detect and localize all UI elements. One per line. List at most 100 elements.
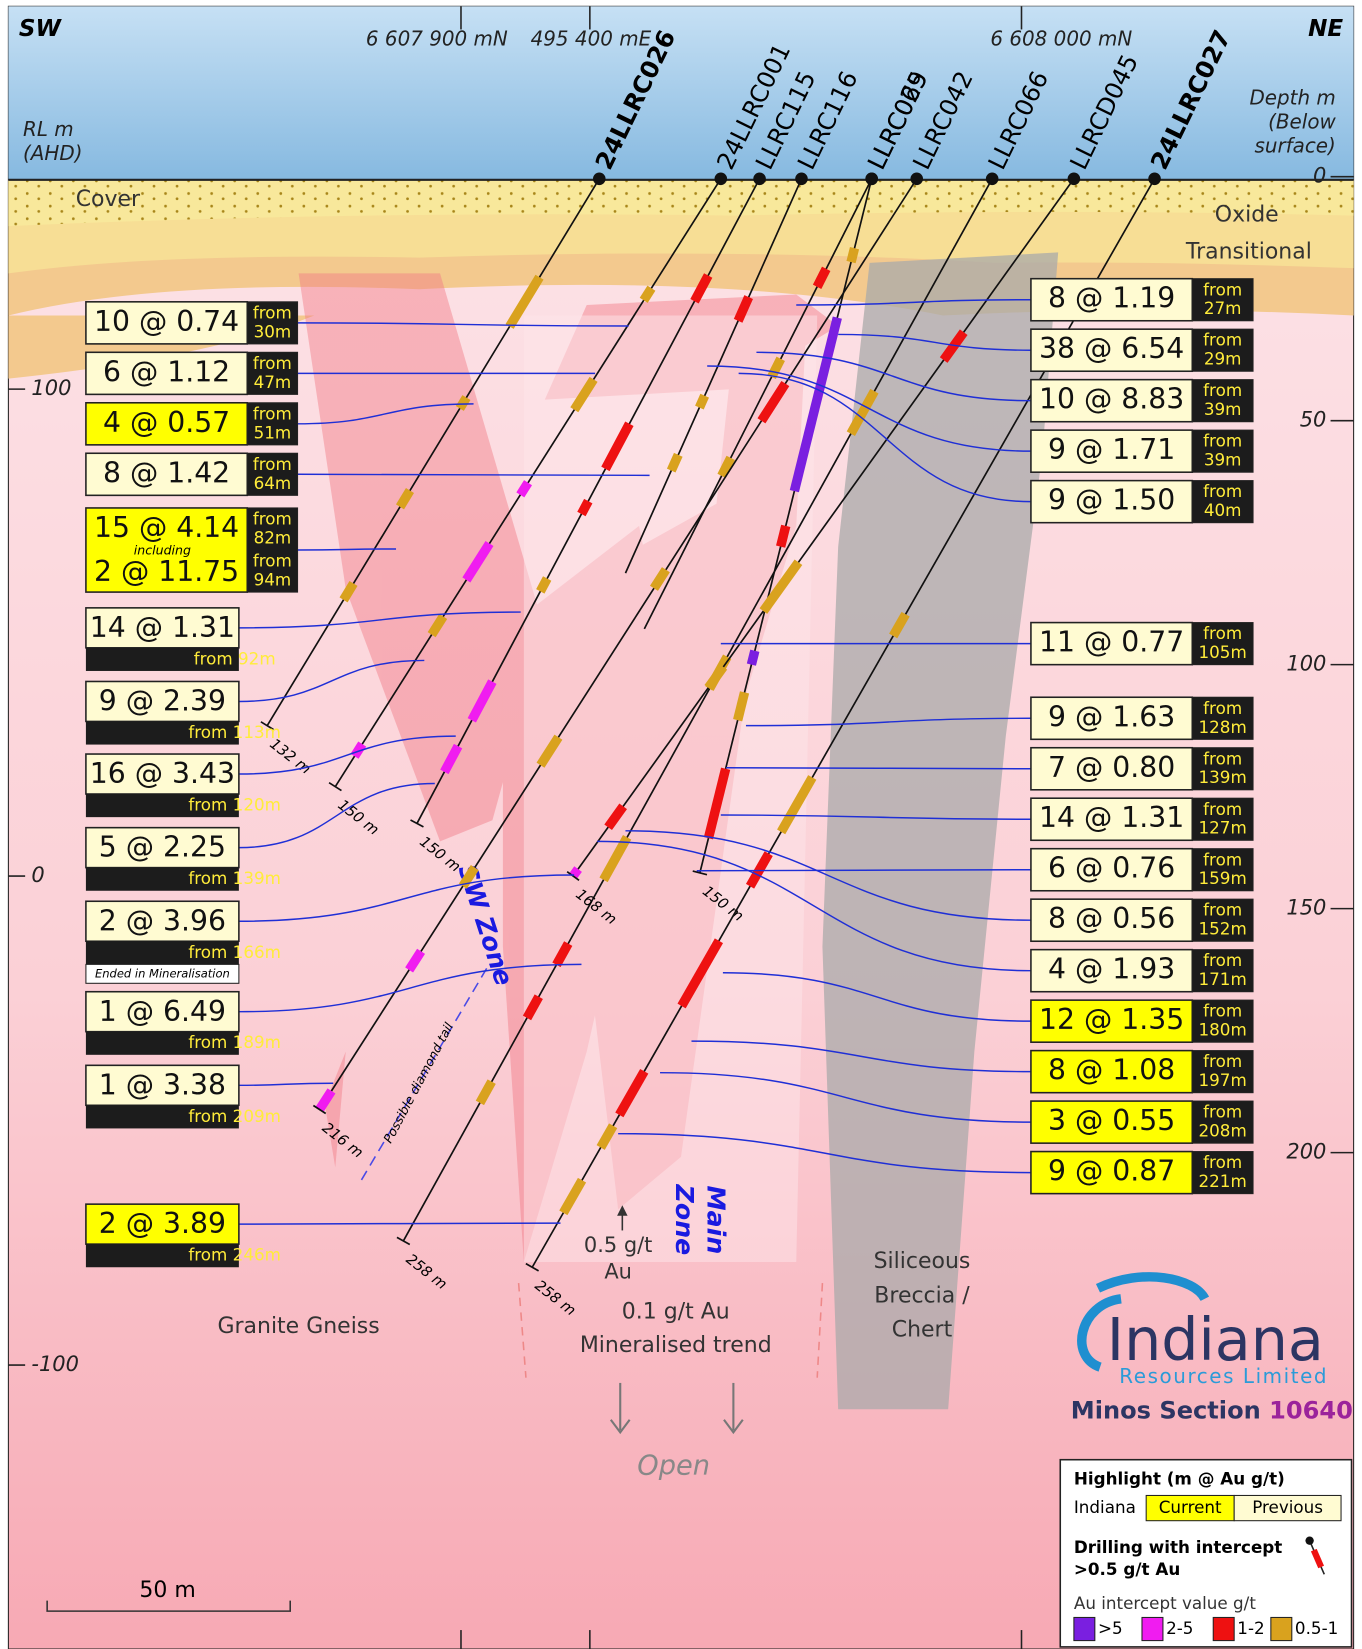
logo-name: Indiana bbox=[1107, 1305, 1324, 1374]
label-box bbox=[85, 990, 240, 1033]
from-box bbox=[246, 351, 299, 395]
intercept-value: 8 @ 0.56 bbox=[1048, 902, 1175, 935]
label-box bbox=[85, 900, 240, 943]
from-word: from bbox=[1203, 1051, 1242, 1071]
border-ticks bbox=[460, 6, 1023, 1649]
intercept bbox=[395, 488, 414, 510]
from-word: from bbox=[253, 551, 292, 571]
from-depth: 94m bbox=[254, 569, 292, 589]
hole-end bbox=[525, 1262, 540, 1272]
from-depth: 82m bbox=[254, 527, 292, 547]
intercept bbox=[703, 767, 731, 840]
from-depth: 208m bbox=[1199, 1121, 1247, 1141]
intercept bbox=[559, 1177, 587, 1216]
from-depth: 40m bbox=[1204, 500, 1242, 520]
from-depth: 152m bbox=[1199, 919, 1247, 939]
from-text: from 139m bbox=[188, 868, 281, 888]
swatch bbox=[1073, 1616, 1096, 1642]
connector bbox=[696, 868, 1031, 872]
from-strip bbox=[85, 721, 239, 745]
from-depth: 113m bbox=[233, 722, 281, 742]
from-word: from bbox=[1203, 849, 1242, 869]
rl-label: (AHD) bbox=[23, 141, 82, 165]
legend-drilling: >0.5 g/t Au bbox=[1074, 1559, 1180, 1579]
intercept bbox=[522, 994, 543, 1021]
from-depth: 30m bbox=[254, 321, 292, 341]
legend-drilling: Drilling with intercept bbox=[1074, 1537, 1282, 1557]
connector bbox=[238, 874, 575, 922]
legend-scale-title: Au intercept value g/t bbox=[1074, 1593, 1256, 1613]
legend: Highlight (m @ Au g/t) Indiana Current P… bbox=[1059, 1458, 1353, 1648]
from-box bbox=[1191, 480, 1254, 524]
diamond-tail bbox=[360, 967, 488, 1181]
label-box bbox=[1030, 328, 1194, 373]
from-depth: 51m bbox=[254, 422, 292, 442]
legend-class: >5 bbox=[1098, 1618, 1123, 1638]
from-depth: 189m bbox=[233, 1032, 281, 1052]
label-box bbox=[1030, 378, 1194, 423]
from-box bbox=[1191, 1050, 1254, 1094]
main-zone-label: Zone bbox=[670, 1184, 699, 1256]
from-word: from bbox=[1203, 1102, 1242, 1122]
drillhole bbox=[643, 178, 873, 630]
connector bbox=[238, 659, 425, 703]
intercept bbox=[639, 285, 656, 303]
intercept bbox=[776, 524, 791, 548]
collar bbox=[1067, 172, 1081, 186]
trend-label: 0.1 g/t Au bbox=[622, 1299, 730, 1324]
section-name: Minos Section bbox=[1071, 1396, 1261, 1424]
connector bbox=[707, 365, 1031, 452]
note: Ended in Mineralisation bbox=[95, 966, 230, 980]
intercept-value: 8 @ 1.42 bbox=[103, 456, 230, 489]
intercept bbox=[733, 295, 753, 323]
swatch bbox=[1141, 1616, 1164, 1642]
label-box bbox=[1030, 1150, 1194, 1195]
from-word: from bbox=[1203, 698, 1242, 718]
depth-label: (Below bbox=[1268, 110, 1336, 134]
from-word: from bbox=[1203, 1152, 1242, 1172]
intercept-value: 4 @ 1.93 bbox=[1048, 953, 1175, 986]
depth-label: surface) bbox=[1254, 134, 1335, 158]
intercept bbox=[552, 941, 573, 968]
intercept bbox=[650, 567, 670, 591]
from-box bbox=[1191, 747, 1254, 791]
swatch bbox=[1212, 1616, 1235, 1642]
arrow-head bbox=[617, 1205, 628, 1216]
label-box bbox=[85, 1064, 240, 1107]
connector bbox=[838, 333, 1031, 351]
intercept bbox=[462, 540, 494, 583]
depth-tick-label: 50 bbox=[1300, 408, 1327, 432]
from-depth: 221m bbox=[1199, 1171, 1247, 1191]
from-word: from bbox=[1203, 481, 1242, 501]
intercept bbox=[812, 266, 831, 289]
from-strip bbox=[85, 1244, 239, 1268]
label-box bbox=[85, 753, 240, 795]
intercept-value: 9 @ 2.39 bbox=[99, 684, 226, 717]
intercept bbox=[695, 393, 709, 410]
hole-end bbox=[328, 781, 342, 792]
connector bbox=[238, 735, 456, 775]
label-box bbox=[1030, 621, 1194, 666]
intercept-value: 10 @ 8.83 bbox=[1039, 383, 1184, 416]
depth-tick-label: 150 bbox=[1286, 896, 1326, 920]
from-box bbox=[1191, 898, 1254, 942]
from-box bbox=[246, 402, 299, 446]
label-box bbox=[1030, 1100, 1194, 1144]
intercept-value: 6 @ 0.76 bbox=[1048, 852, 1175, 885]
from-strip bbox=[85, 941, 239, 965]
intercept bbox=[677, 938, 724, 1009]
from-text: from 189m bbox=[188, 1032, 281, 1052]
hole-end bbox=[692, 870, 708, 876]
intercept bbox=[577, 498, 593, 517]
intercept-value: 3 @ 0.55 bbox=[1048, 1104, 1175, 1137]
intercept-label: 1 @ 6.49 from 189m bbox=[85, 990, 281, 1055]
from-depth: 128m bbox=[1199, 717, 1247, 737]
intercept bbox=[746, 649, 760, 666]
breccia-label: Siliceous bbox=[874, 1249, 971, 1274]
